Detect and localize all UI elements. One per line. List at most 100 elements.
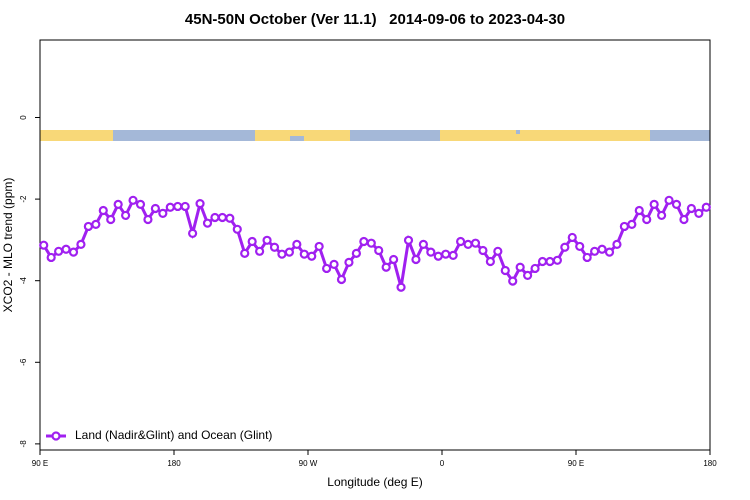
data-point	[188, 228, 198, 238]
data-point	[403, 235, 414, 245]
data-point	[411, 254, 421, 265]
data-point	[61, 244, 71, 254]
data-point	[150, 203, 160, 214]
y-tick-label: -2	[19, 195, 28, 203]
data-point	[679, 214, 689, 225]
data-point	[247, 236, 257, 247]
data-point	[627, 219, 637, 229]
data-point	[612, 239, 622, 249]
x-tick-label: 180	[703, 459, 717, 468]
data-point	[560, 242, 570, 252]
ocean-band	[516, 130, 520, 134]
data-point	[389, 254, 399, 265]
data-point	[128, 195, 138, 205]
x-tick-label: 90 E	[568, 459, 584, 468]
land-band	[40, 130, 113, 141]
data-point	[202, 218, 213, 228]
ocean-band	[290, 136, 304, 141]
data-point	[284, 247, 294, 257]
data-point	[359, 236, 369, 247]
data-point	[552, 255, 562, 265]
data-point	[441, 249, 451, 259]
data-point	[158, 208, 168, 218]
data-point	[537, 256, 548, 267]
data-point	[217, 212, 227, 223]
data-point	[277, 249, 287, 259]
data-point	[694, 208, 704, 218]
data-point	[121, 210, 131, 221]
legend-label: Land (Nadir&Glint) and Ocean (Glint)	[75, 428, 272, 442]
data-point	[307, 251, 317, 261]
data-point	[493, 246, 503, 256]
data-point	[351, 248, 361, 258]
data-point	[68, 247, 79, 257]
data-point	[515, 262, 525, 272]
data-point	[523, 270, 533, 280]
data-point	[344, 257, 354, 267]
data-point	[381, 262, 391, 272]
data-point	[485, 256, 495, 267]
data-point	[396, 282, 406, 292]
data-point	[106, 214, 116, 225]
data-point	[225, 213, 235, 223]
data-point	[634, 205, 644, 216]
data-point	[329, 259, 339, 269]
data-point	[173, 201, 183, 212]
data-point	[336, 274, 347, 285]
data-point	[165, 202, 175, 212]
land-band	[440, 130, 650, 141]
data-point	[418, 239, 428, 249]
data-point	[299, 249, 309, 259]
data-point	[619, 221, 629, 232]
data-point	[664, 195, 674, 205]
data-point	[366, 238, 376, 248]
y-axis-label: XCO2 - MLO trend (ppm)	[1, 178, 15, 313]
y-tick-label: 0	[19, 115, 28, 120]
data-point	[54, 246, 64, 256]
data-point	[240, 248, 250, 258]
data-point	[530, 263, 540, 274]
y-tick-label: -6	[19, 358, 28, 366]
ocean-band	[40, 130, 710, 141]
data-point	[46, 252, 56, 263]
data-point	[314, 241, 324, 252]
y-tick-label: -4	[19, 277, 28, 285]
data-point	[657, 210, 667, 221]
data-point	[508, 276, 518, 286]
land-band	[255, 130, 350, 141]
data-point	[433, 251, 443, 261]
x-tick-label: 90 W	[299, 459, 318, 468]
data-point	[292, 239, 302, 249]
data-point	[195, 198, 205, 209]
data-point	[500, 265, 510, 276]
data-point	[597, 244, 607, 254]
land-ocean-strip	[40, 130, 710, 141]
data-point	[545, 256, 555, 267]
data-point	[210, 212, 220, 223]
data-point	[255, 246, 265, 256]
data-point	[470, 238, 481, 248]
data-point	[426, 247, 436, 257]
data-point	[671, 199, 682, 210]
data-point	[582, 252, 592, 263]
data-point	[76, 239, 86, 249]
data-point	[590, 246, 600, 256]
data-point	[456, 236, 466, 247]
data-point	[269, 242, 280, 252]
data-point	[374, 245, 384, 256]
data-point	[262, 235, 272, 245]
data-point	[463, 239, 473, 249]
data-point	[604, 247, 615, 257]
x-tick-label: 90 E	[32, 459, 48, 468]
data-point	[575, 241, 585, 252]
data-point	[143, 214, 153, 225]
data-point	[567, 232, 577, 243]
data-point	[180, 201, 190, 212]
data-point	[701, 202, 711, 212]
x-tick-label: 180	[167, 459, 181, 468]
data-point	[113, 199, 123, 210]
x-tick-label: 0	[440, 459, 445, 468]
legend-marker	[51, 431, 61, 441]
data-point	[91, 219, 101, 229]
